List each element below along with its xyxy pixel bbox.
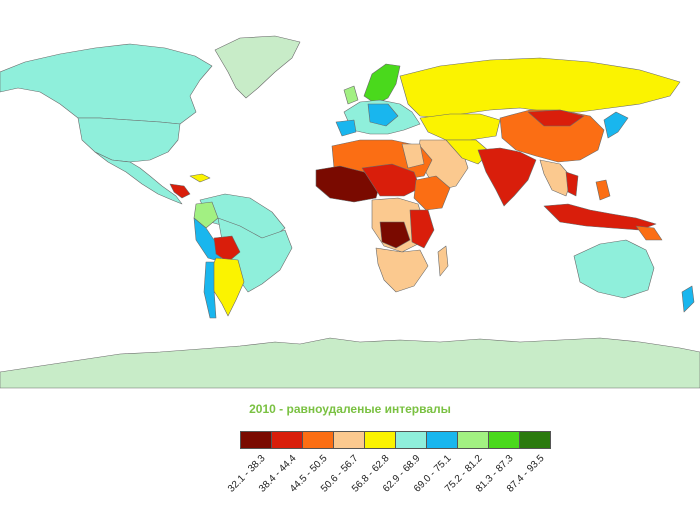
png [635,225,663,241]
central-asia [419,113,501,141]
russia [399,57,681,119]
legend-swatch [333,432,364,448]
legend-swatch [271,432,302,448]
indonesia [543,203,657,231]
australia [573,239,655,299]
southeast-asia [539,159,573,197]
legend-swatch [364,432,395,448]
greenland [214,35,301,99]
usa [77,117,181,163]
world-choropleth-map [0,35,700,389]
legend-swatch [302,432,333,448]
china [499,109,605,163]
madagascar [437,245,449,277]
uk-ireland [343,85,359,105]
west-africa [315,165,381,203]
south-asia [477,147,537,207]
mexico-central-america [94,151,183,205]
north-america-north [0,43,213,125]
mongolia [527,109,585,127]
drc [379,221,411,249]
legend-color-bar [240,431,551,449]
antarctica [0,337,700,389]
egypt [401,143,425,169]
central-america-red [169,183,191,199]
legend-swatch [426,432,457,448]
map-canvas [0,35,700,389]
iberia [335,119,357,137]
legend-swatch [241,432,271,448]
chile [203,261,217,319]
east-africa [409,209,435,249]
colombia [193,201,219,229]
legend-title: 2010 - равноудаленые интервалы [249,402,451,416]
korea-japan [603,111,629,139]
europe-center [367,103,399,127]
scandinavia [363,63,401,105]
new-zealand [681,285,695,313]
vietnam [565,171,579,197]
southern-africa [375,247,429,293]
horn-of-africa [413,175,451,211]
legend-swatch [457,432,488,448]
legend-swatch [488,432,519,448]
legend-swatch [519,432,550,448]
caribbean-yellow [189,173,211,183]
legend-swatch [395,432,426,448]
bolivia [213,235,241,263]
philippines [595,179,611,201]
